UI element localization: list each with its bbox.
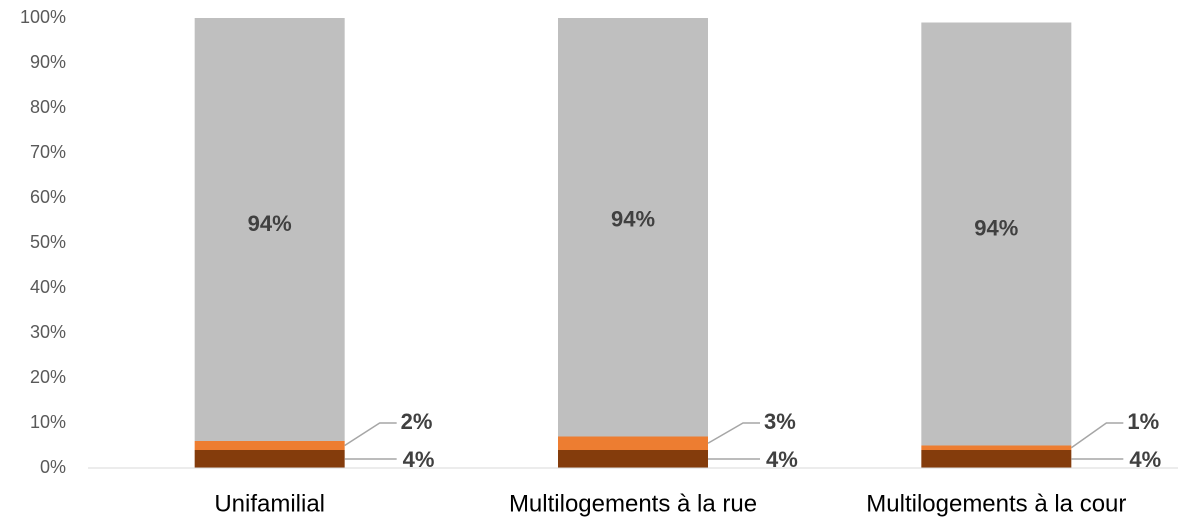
y-tick-label: 100% — [20, 7, 66, 27]
y-tick-label: 90% — [30, 52, 66, 72]
bar-segment — [558, 436, 708, 450]
y-tick-label: 60% — [30, 187, 66, 207]
data-label: 94% — [611, 206, 655, 231]
data-label: 1% — [1127, 409, 1159, 434]
bar-segment — [921, 445, 1072, 450]
bar-segment — [194, 441, 345, 450]
bar-segment — [194, 18, 345, 441]
bar-segment — [921, 22, 1072, 446]
leader-line — [707, 422, 760, 444]
y-tick-label: 70% — [30, 142, 66, 162]
data-label: 2% — [401, 409, 433, 434]
bar-segment — [194, 450, 345, 468]
y-tick-label: 80% — [30, 97, 66, 117]
plot-area — [194, 18, 1072, 468]
y-tick-label: 20% — [30, 367, 66, 387]
y-tick-label: 0% — [40, 457, 66, 477]
y-tick-label: 50% — [30, 232, 66, 252]
x-tick-label: Unifamilial — [214, 490, 325, 517]
data-label: 3% — [764, 409, 796, 434]
y-tick-label: 40% — [30, 277, 66, 297]
bar-segment — [921, 450, 1072, 468]
leader-line — [344, 422, 397, 447]
bar-segment — [558, 450, 708, 468]
data-label: 94% — [248, 211, 292, 236]
x-tick-label: Multilogements à la cour — [866, 490, 1126, 517]
x-tick-label: Multilogements à la rue — [509, 490, 757, 517]
y-tick-label: 10% — [30, 412, 66, 432]
bar-segment — [558, 18, 708, 437]
leader-line — [1070, 422, 1124, 449]
y-tick-label: 30% — [30, 322, 66, 342]
data-label: 94% — [974, 215, 1018, 240]
